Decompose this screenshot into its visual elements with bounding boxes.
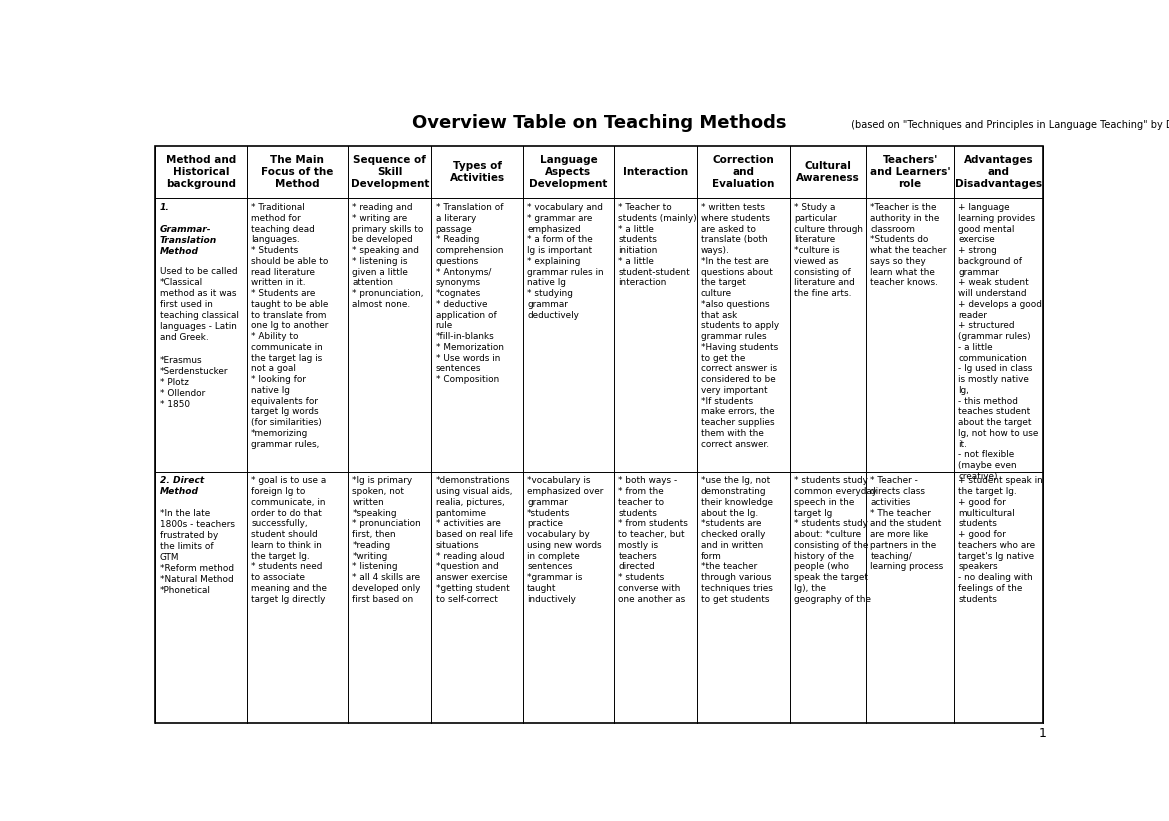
Text: *In the late
1800s - teachers
frustrated by
the limits of
GTM
*Reform method
*Na: *In the late 1800s - teachers frustrated… [160,498,235,595]
Text: 1.

Grammar-
Translation
Method: 1. Grammar- Translation Method [160,203,217,256]
Text: Overview Table on Teaching Methods: Overview Table on Teaching Methods [411,114,787,132]
Text: *demonstrations
using visual aids,
realia, pictures,
pantomime
* activities are
: *demonstrations using visual aids, reali… [436,476,513,603]
Text: 1: 1 [1039,727,1046,740]
Text: Sequence of
Skill
Development: Sequence of Skill Development [351,155,429,190]
Text: + student speak in
the target lg.
+ good for
multicultural
students
+ good for
t: + student speak in the target lg. + good… [959,476,1043,603]
Text: + language
learning provides
good mental
exercise
+ strong
background of
grammar: + language learning provides good mental… [959,203,1043,481]
Text: * Traditional
method for
teaching dead
languages.
* Students
should be able to
r: * Traditional method for teaching dead l… [251,203,328,448]
Text: * goal is to use a
foreign lg to
communicate, in
order to do that
successfully,
: * goal is to use a foreign lg to communi… [251,476,327,603]
Text: (based on "Techniques and Principles in Language Teaching" by Diane Larsen-Freem: (based on "Techniques and Principles in … [849,120,1169,130]
Text: 2. Direct
Method: 2. Direct Method [160,476,203,497]
Text: * both ways -
* from the
teacher to
students
* from students
to teacher, but
mos: * both ways - * from the teacher to stud… [618,476,689,603]
Text: * written tests
where students
are asked to
translate (both
ways).
*In the test : * written tests where students are asked… [701,203,779,448]
Text: Method and
Historical
background: Method and Historical background [166,155,236,190]
Text: Interaction: Interaction [623,167,689,177]
Text: *Teacher is the
authority in the
classroom
*Students do
what the teacher
says so: *Teacher is the authority in the classro… [871,203,947,287]
Text: *use the lg, not
demonstrating
their knowledge
about the lg.
*students are
check: *use the lg, not demonstrating their kno… [701,476,773,603]
Text: * students study
common everyday
speech in the
target lg
* students study
about:: * students study common everyday speech … [794,476,877,603]
Text: Teachers'
and Learners'
role: Teachers' and Learners' role [870,155,950,190]
Text: *lg is primary
spoken, not
written
*speaking
* pronunciation
first, then
*readin: *lg is primary spoken, not written *spea… [352,476,421,603]
Text: * Translation of
a literary
passage
* Reading
comprehension
questions
* Antonyms: * Translation of a literary passage * Re… [436,203,504,384]
Text: Correction
and
Evaluation: Correction and Evaluation [712,155,775,190]
Text: * Study a
particular
culture through
literature
*culture is
viewed as
consisting: * Study a particular culture through lit… [794,203,863,298]
Text: The Main
Focus of the
Method: The Main Focus of the Method [261,155,333,190]
Text: * vocabulary and
* grammar are
emphasized
* a form of the
lg is important
* expl: * vocabulary and * grammar are emphasize… [527,203,603,319]
Text: * reading and
* writing are
primary skills to
be developed
* speaking and
* list: * reading and * writing are primary skil… [352,203,423,309]
Text: Types of
Activities: Types of Activities [450,162,505,183]
Text: *vocabulary is
emphasized over
grammar
*students
practice
vocabulary by
using ne: *vocabulary is emphasized over grammar *… [527,476,603,603]
Text: Used to be called
*Classical
method as it was
first used in
teaching classical
l: Used to be called *Classical method as i… [160,256,238,409]
Text: Language
Aspects
Development: Language Aspects Development [530,155,608,190]
Text: * Teacher to
students (mainly)
* a little
students
initiation
* a little
student: * Teacher to students (mainly) * a littl… [618,203,697,287]
Text: Cultural
Awareness: Cultural Awareness [796,162,860,183]
Text: * Teacher -
directs class
activities
* The teacher
and the student
are more like: * Teacher - directs class activities * T… [871,476,943,571]
Text: Advantages
and
Disadvantages: Advantages and Disadvantages [955,155,1042,190]
